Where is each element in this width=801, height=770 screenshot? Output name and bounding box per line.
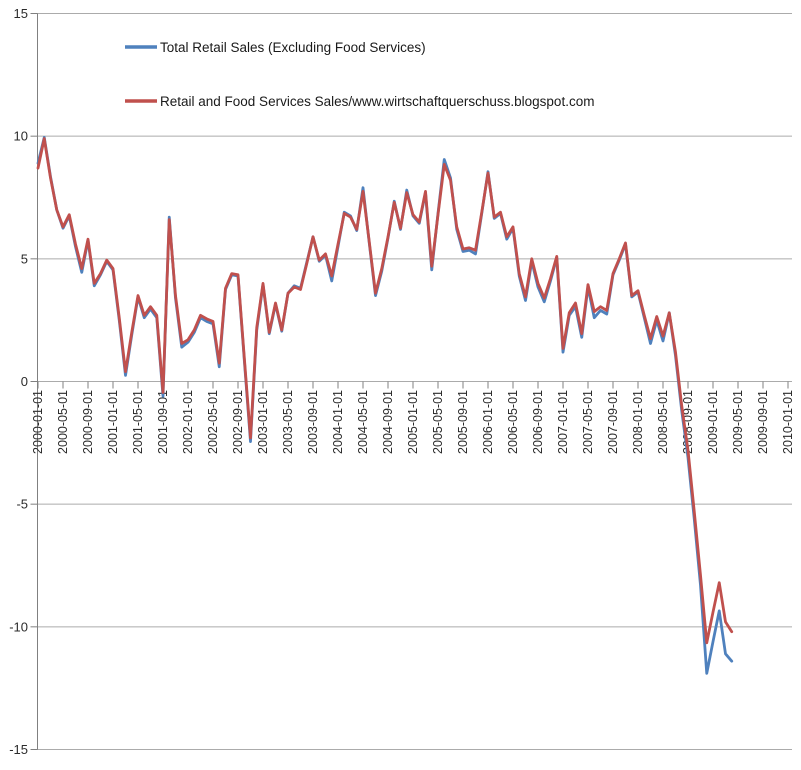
legend-item-retail-and-food: Retail and Food Services Sales/www.wirts… (125, 94, 594, 109)
y-axis-label: -10 (9, 619, 28, 634)
x-axis-label: 2007-05-01 (581, 390, 595, 454)
y-axis-label: 10 (14, 129, 28, 144)
y-axis-label: 15 (14, 6, 28, 21)
y-axis-label: 5 (21, 251, 28, 266)
x-axis-label: 2000-05-01 (56, 390, 70, 454)
x-axis-label: 2006-09-01 (531, 390, 545, 454)
x-axis-label: 2008-01-01 (631, 390, 645, 454)
x-axis-label: 2006-05-01 (506, 390, 520, 454)
axes-layer (30, 13, 789, 750)
x-axis-label: 2006-01-01 (481, 390, 495, 454)
legend-label-retail-and-food: Retail and Food Services Sales/www.wirts… (160, 94, 594, 109)
legend: Total Retail Sales (Excluding Food Servi… (125, 40, 594, 109)
x-axis-label: 2004-01-01 (331, 390, 345, 454)
y-axis-label: 0 (21, 374, 28, 389)
legend-label-total-retail: Total Retail Sales (Excluding Food Servi… (160, 40, 426, 55)
x-axis-label: 2008-05-01 (656, 390, 670, 454)
x-axis-label: 2010-01-01 (781, 390, 795, 454)
series-line-retail-and-food-services (36, 137, 734, 645)
x-axis-labels: 2000-01-01 2000-05-01 2000-09-01 2001-01-01… (31, 390, 795, 454)
x-axis-label: 2001-09-01 (156, 390, 170, 454)
legend-item-total-retail: Total Retail Sales (Excluding Food Servi… (125, 40, 426, 55)
x-axis-label: 2000-01-01 (31, 390, 45, 454)
x-axis-label: 2002-01-01 (181, 390, 195, 454)
x-axis-label: 2002-09-01 (231, 390, 245, 454)
x-axis-label: 2002-05-01 (206, 390, 220, 454)
x-axis-label: 2005-09-01 (456, 390, 470, 454)
y-axis-labels: 15 10 5 0 -5 -10 -15 (9, 6, 28, 757)
x-axis-label: 2009-05-01 (731, 390, 745, 454)
x-axis-label: 2001-01-01 (106, 390, 120, 454)
x-axis-label: 2001-05-01 (131, 390, 145, 454)
x-axis-label: 2003-05-01 (281, 390, 295, 454)
x-axis-label: 2000-09-01 (81, 390, 95, 454)
x-axis-label: 2005-01-01 (406, 390, 420, 454)
x-axis-label: 2009-01-01 (706, 390, 720, 454)
x-axis-label: 2009-09-01 (756, 390, 770, 454)
x-axis-label: 2005-05-01 (431, 390, 445, 454)
x-axis-label: 2003-01-01 (256, 390, 270, 454)
x-axis-label: 2007-01-01 (556, 390, 570, 454)
x-axis-label: 2003-09-01 (306, 390, 320, 454)
x-axis-label: 2007-09-01 (606, 390, 620, 454)
x-axis-label: 2004-09-01 (381, 390, 395, 454)
y-axis-label: -15 (9, 742, 28, 757)
y-axis-label: -5 (16, 497, 28, 512)
x-axis-label: 2004-05-01 (356, 390, 370, 454)
